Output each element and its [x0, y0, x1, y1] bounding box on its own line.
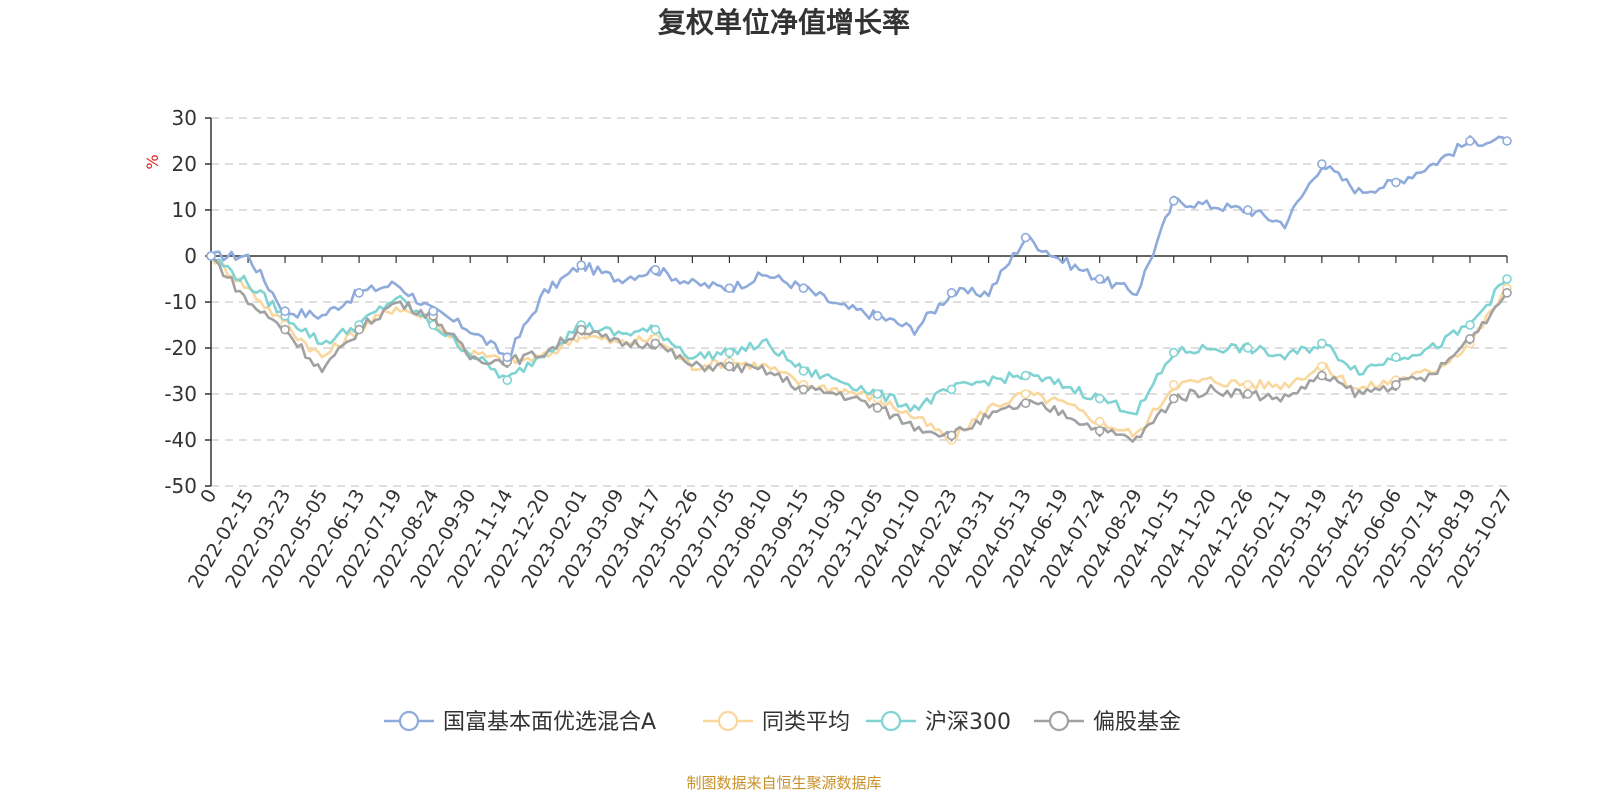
- data-point: [1502, 274, 1512, 284]
- data-point: [206, 251, 216, 261]
- series-3: [206, 251, 1512, 443]
- x-tick-label: 0: [196, 486, 221, 507]
- data-point: [1465, 136, 1475, 146]
- data-point: [872, 402, 883, 413]
- series-lines: [206, 135, 1512, 445]
- legend-label: 沪深300: [925, 710, 1011, 735]
- data-point: [1168, 393, 1179, 404]
- data-point: [798, 366, 809, 376]
- data-point: [946, 287, 957, 298]
- chart-title: 复权单位净值增长率: [658, 6, 910, 39]
- legend-swatch-marker: [398, 710, 420, 732]
- data-point: [1317, 361, 1327, 372]
- data-point: [576, 260, 587, 271]
- data-point: [502, 352, 513, 363]
- y-tick-label: 20: [172, 152, 197, 176]
- data-point: [872, 389, 883, 399]
- data-point: [946, 430, 957, 441]
- legend-label: 同类平均: [762, 710, 850, 735]
- legend-label: 偏股基金: [1093, 710, 1181, 735]
- data-point: [1094, 274, 1105, 284]
- data-point: [576, 324, 587, 335]
- y-tick-label: -10: [164, 290, 197, 314]
- x-tick-labels: 02022-02-152022-03-232022-05-052022-06-1…: [184, 485, 1517, 592]
- data-point: [1168, 196, 1179, 206]
- y-tick-label: 10: [172, 198, 197, 222]
- axes: [205, 117, 1508, 487]
- legend-item[interactable]: 国富基本面优选混合A: [384, 710, 656, 735]
- data-point: [280, 324, 290, 335]
- series-0: [206, 135, 1512, 363]
- data-point: [1020, 398, 1031, 409]
- data-point: [1094, 425, 1105, 436]
- data-point: [1465, 333, 1475, 344]
- legend-swatch-marker: [717, 710, 739, 732]
- data-point: [1243, 389, 1253, 399]
- data-point: [1391, 352, 1401, 363]
- data-point: [1094, 416, 1105, 427]
- y-tick-label: -40: [164, 428, 197, 452]
- data-point: [1020, 370, 1031, 381]
- data-point: [1391, 379, 1401, 390]
- y-tick-label: -30: [164, 382, 197, 406]
- y-tick-labels: 30 20 10 0 -10 -20 -30 -40 -50: [164, 106, 197, 498]
- data-point: [1317, 159, 1327, 169]
- y-tick-label: -20: [164, 336, 197, 360]
- data-point: [354, 287, 364, 298]
- data-point: [354, 324, 364, 335]
- data-point: [1317, 370, 1327, 381]
- data-point: [1465, 320, 1475, 330]
- data-point: [1094, 393, 1105, 404]
- data-point: [872, 310, 883, 321]
- data-point: [724, 283, 735, 294]
- y-tick-label: 30: [172, 106, 197, 130]
- data-point: [724, 347, 735, 358]
- data-point: [280, 306, 290, 317]
- data-source-note: 制图数据来自恒生聚源数据库: [686, 774, 881, 792]
- data-point: [1243, 205, 1253, 215]
- data-point: [1020, 389, 1031, 399]
- series-line: [210, 255, 1509, 443]
- data-point: [946, 384, 957, 395]
- legend[interactable]: 国富基本面优选混合A 同类平均 沪深300 偏股基金: [384, 710, 1181, 735]
- data-point: [1168, 347, 1179, 358]
- y-tick-label: -50: [164, 474, 197, 498]
- legend-label: 国富基本面优选混合A: [443, 710, 656, 735]
- legend-item[interactable]: 沪深300: [866, 710, 1011, 735]
- data-point: [1243, 379, 1253, 390]
- data-point: [650, 264, 661, 275]
- data-point: [798, 283, 809, 294]
- legend-swatch-marker: [880, 710, 902, 732]
- legend-item[interactable]: 偏股基金: [1034, 710, 1181, 735]
- legend-item[interactable]: 同类平均: [703, 710, 850, 735]
- data-point: [1502, 287, 1512, 298]
- data-point: [1020, 232, 1031, 243]
- data-point: [1243, 343, 1253, 353]
- y-tick-label: 0: [184, 244, 197, 268]
- data-point: [1317, 338, 1327, 349]
- data-point: [798, 384, 809, 395]
- data-point: [650, 324, 661, 335]
- legend-swatch-marker: [1048, 710, 1070, 732]
- series-line: [210, 255, 1508, 416]
- data-point: [1391, 177, 1401, 188]
- data-point: [1502, 136, 1512, 146]
- data-point: [650, 338, 661, 349]
- series-2: [206, 251, 1512, 416]
- series-line: [210, 135, 1508, 360]
- data-point: [428, 306, 438, 317]
- data-point: [724, 361, 735, 372]
- y-axis-unit: %: [143, 154, 162, 169]
- data-point: [502, 375, 513, 386]
- data-point: [1168, 379, 1179, 390]
